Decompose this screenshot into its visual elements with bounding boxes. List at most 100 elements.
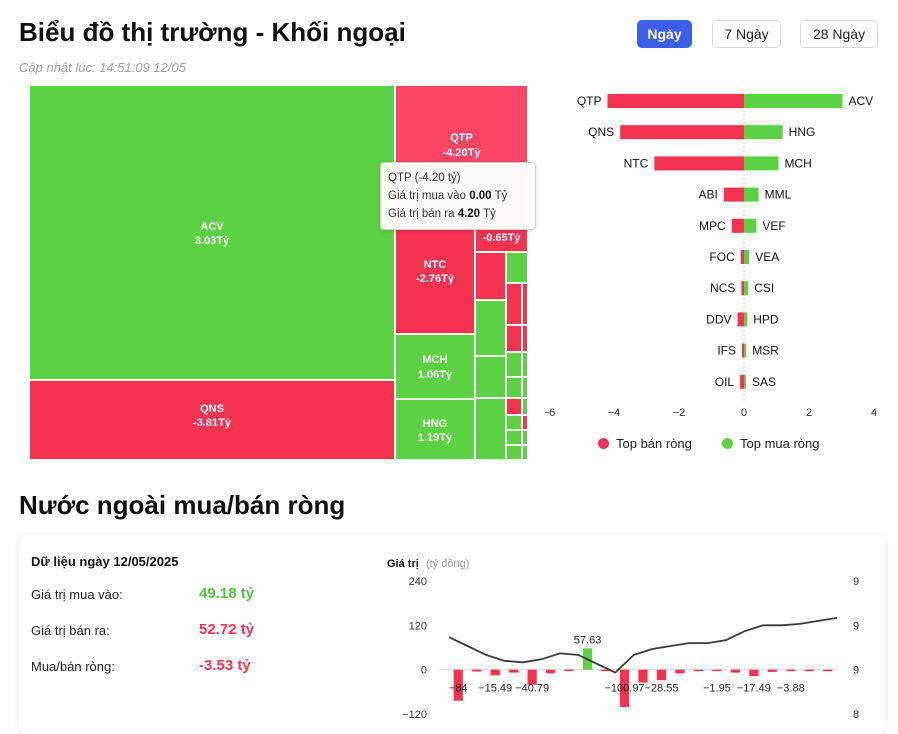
tile-qns-name: QNS <box>200 403 224 415</box>
buy-bar <box>744 94 843 108</box>
tile-small[interactable] <box>475 398 506 460</box>
y-left-tick-label: 0 <box>421 665 427 677</box>
flow-bar <box>601 669 611 672</box>
tile-small[interactable] <box>475 356 506 398</box>
x-tick-label: −4 <box>608 407 621 419</box>
x-tick-label: −6 <box>545 407 555 419</box>
y-right-tick-label: 90 <box>853 665 859 677</box>
buy-bar <box>744 374 746 389</box>
tooltip-sell: Giá trị bán ra 4.20 Tỷ <box>388 208 496 220</box>
tile-small[interactable] <box>522 415 528 430</box>
tile-small[interactable] <box>506 377 522 398</box>
sell-bar-label: NCS <box>710 281 735 295</box>
sell-bar-label: QNS <box>588 125 614 139</box>
sell-bar <box>737 312 744 327</box>
tile-hng[interactable]: HNG 1.19Tỷ <box>395 399 475 460</box>
tile-small[interactable] <box>522 283 528 325</box>
tile-acv[interactable]: ACV 3.03Tỷ <box>29 85 395 380</box>
y-left-tick-label: 120 <box>409 620 427 632</box>
flow-bar-label: −40.79 <box>515 683 549 695</box>
legend-buy-swatch <box>722 438 733 449</box>
flow-bar <box>712 669 722 672</box>
sell-bar <box>654 156 744 171</box>
sell-bar <box>741 281 744 296</box>
net-buy-sell-bar-chart: QTP ACV QNS HNG NTC MCH ABI MML MPC VEF FOC VEA NCS C… <box>545 90 877 419</box>
tile-acv-name: ACV <box>200 221 224 233</box>
flow-bar <box>749 669 759 677</box>
tile-small[interactable] <box>522 352 528 377</box>
tile-hng-value: 1.19Tỷ <box>417 432 453 444</box>
buy-bar <box>744 250 750 264</box>
treemap: ACV 3.03Tỷ QNS -3.81Tỷ QTP -4.20Tỷ -0.65… <box>29 85 528 460</box>
tile-small[interactable] <box>475 252 506 300</box>
sell-bar-label: MPC <box>699 219 726 233</box>
x-tick-label: −2 <box>673 407 686 419</box>
tab-7-days[interactable]: 7 Ngày <box>712 20 781 48</box>
x-tick-label: 2 <box>806 407 812 419</box>
tile-small[interactable] <box>506 398 522 415</box>
tile-small[interactable] <box>522 445 528 460</box>
tile-small-sell-value: -0.65Tỷ <box>482 232 521 244</box>
tile-small[interactable] <box>522 398 528 415</box>
tooltip-buy: Giá trị mua vào 0.00 Tỷ <box>388 190 508 202</box>
flow-bar-label: 57.63 <box>574 634 602 646</box>
sell-bar-label: DDV <box>706 312 731 326</box>
tile-small[interactable] <box>506 430 522 445</box>
legend-sell[interactable]: Top bán ròng <box>598 436 692 451</box>
treemap-tooltip: QTP (-4.20 tỷ) Giá trị mua vào 0.00 Tỷ G… <box>380 162 536 230</box>
tab-28-days[interactable]: 28 Ngày <box>800 20 878 48</box>
tile-mch[interactable]: MCH 1.06Tỷ <box>395 334 475 399</box>
tile-ntc[interactable]: NTC -2.76Tỷ <box>395 225 475 334</box>
sell-value: 52.72 tỷ <box>199 621 255 638</box>
flow-bar <box>527 669 537 685</box>
tile-ntc-value: -2.76Tỷ <box>416 273 454 285</box>
x-tick-label: 4 <box>871 407 877 419</box>
tile-qns[interactable]: QNS -3.81Tỷ <box>29 380 395 460</box>
tile-qns-value: -3.81Tỷ <box>193 417 231 429</box>
foreign-flow-card: Dữ liệu ngày 12/05/2025 Giá trị mua vào:… <box>19 534 886 734</box>
last-updated: Cập nhật lúc: 14:51:09 12/05 <box>19 60 186 75</box>
sell-bar-label: IFS <box>717 344 736 358</box>
buy-bar-label: MSR <box>752 344 779 358</box>
sell-bar-label: OIL <box>715 375 735 389</box>
tile-small[interactable] <box>522 377 528 398</box>
sell-bar <box>740 250 744 264</box>
tile-qtp-value: -4.20Tỷ <box>442 147 481 159</box>
flow-bar <box>693 669 704 672</box>
tile-small[interactable] <box>506 283 522 325</box>
buy-bar-label: ACV <box>848 94 873 108</box>
summary-date: Dữ liệu ngày 12/05/2025 <box>31 554 179 569</box>
tile-small[interactable] <box>522 430 528 445</box>
buy-bar <box>744 125 783 140</box>
net-value: -3.53 tỷ <box>199 657 251 674</box>
buy-bar-label: MML <box>765 188 792 202</box>
tile-small[interactable] <box>522 325 528 352</box>
buy-bar <box>744 187 759 202</box>
flow-bar-label: −17.49 <box>737 683 771 695</box>
buy-bar <box>744 281 749 296</box>
tile-small[interactable] <box>506 415 522 430</box>
tile-small[interactable] <box>475 300 506 356</box>
tile-small[interactable] <box>506 252 528 283</box>
tile-small[interactable] <box>506 445 522 460</box>
flow-bar <box>638 669 648 683</box>
sell-bar <box>607 94 744 108</box>
buy-label: Giá trị mua vào: <box>31 587 123 602</box>
page-title: Biểu đồ thị trường - Khối ngoại <box>19 17 406 47</box>
y-right-tick-label: 93 <box>853 620 859 632</box>
tile-small[interactable] <box>506 325 522 352</box>
index-line <box>448 617 838 674</box>
tab-day[interactable]: Ngày <box>637 20 692 48</box>
buy-bar-label: CSI <box>754 281 774 295</box>
flow-bar-label: −3.88 <box>777 683 805 695</box>
y-axis-unit: (tỷ đồng) <box>426 558 469 570</box>
y-axis-title: Giá trị <box>387 558 419 570</box>
flow-bar <box>786 669 796 672</box>
legend-sell-swatch <box>598 438 609 449</box>
legend-buy[interactable]: Top mua ròng <box>722 436 820 451</box>
sell-bar <box>740 374 744 389</box>
buy-value: 49.18 tỷ <box>199 585 255 602</box>
sell-bar-label: ABI <box>699 188 718 202</box>
tile-small[interactable] <box>506 352 522 377</box>
tooltip-title: QTP (-4.20 tỷ) <box>388 172 461 184</box>
